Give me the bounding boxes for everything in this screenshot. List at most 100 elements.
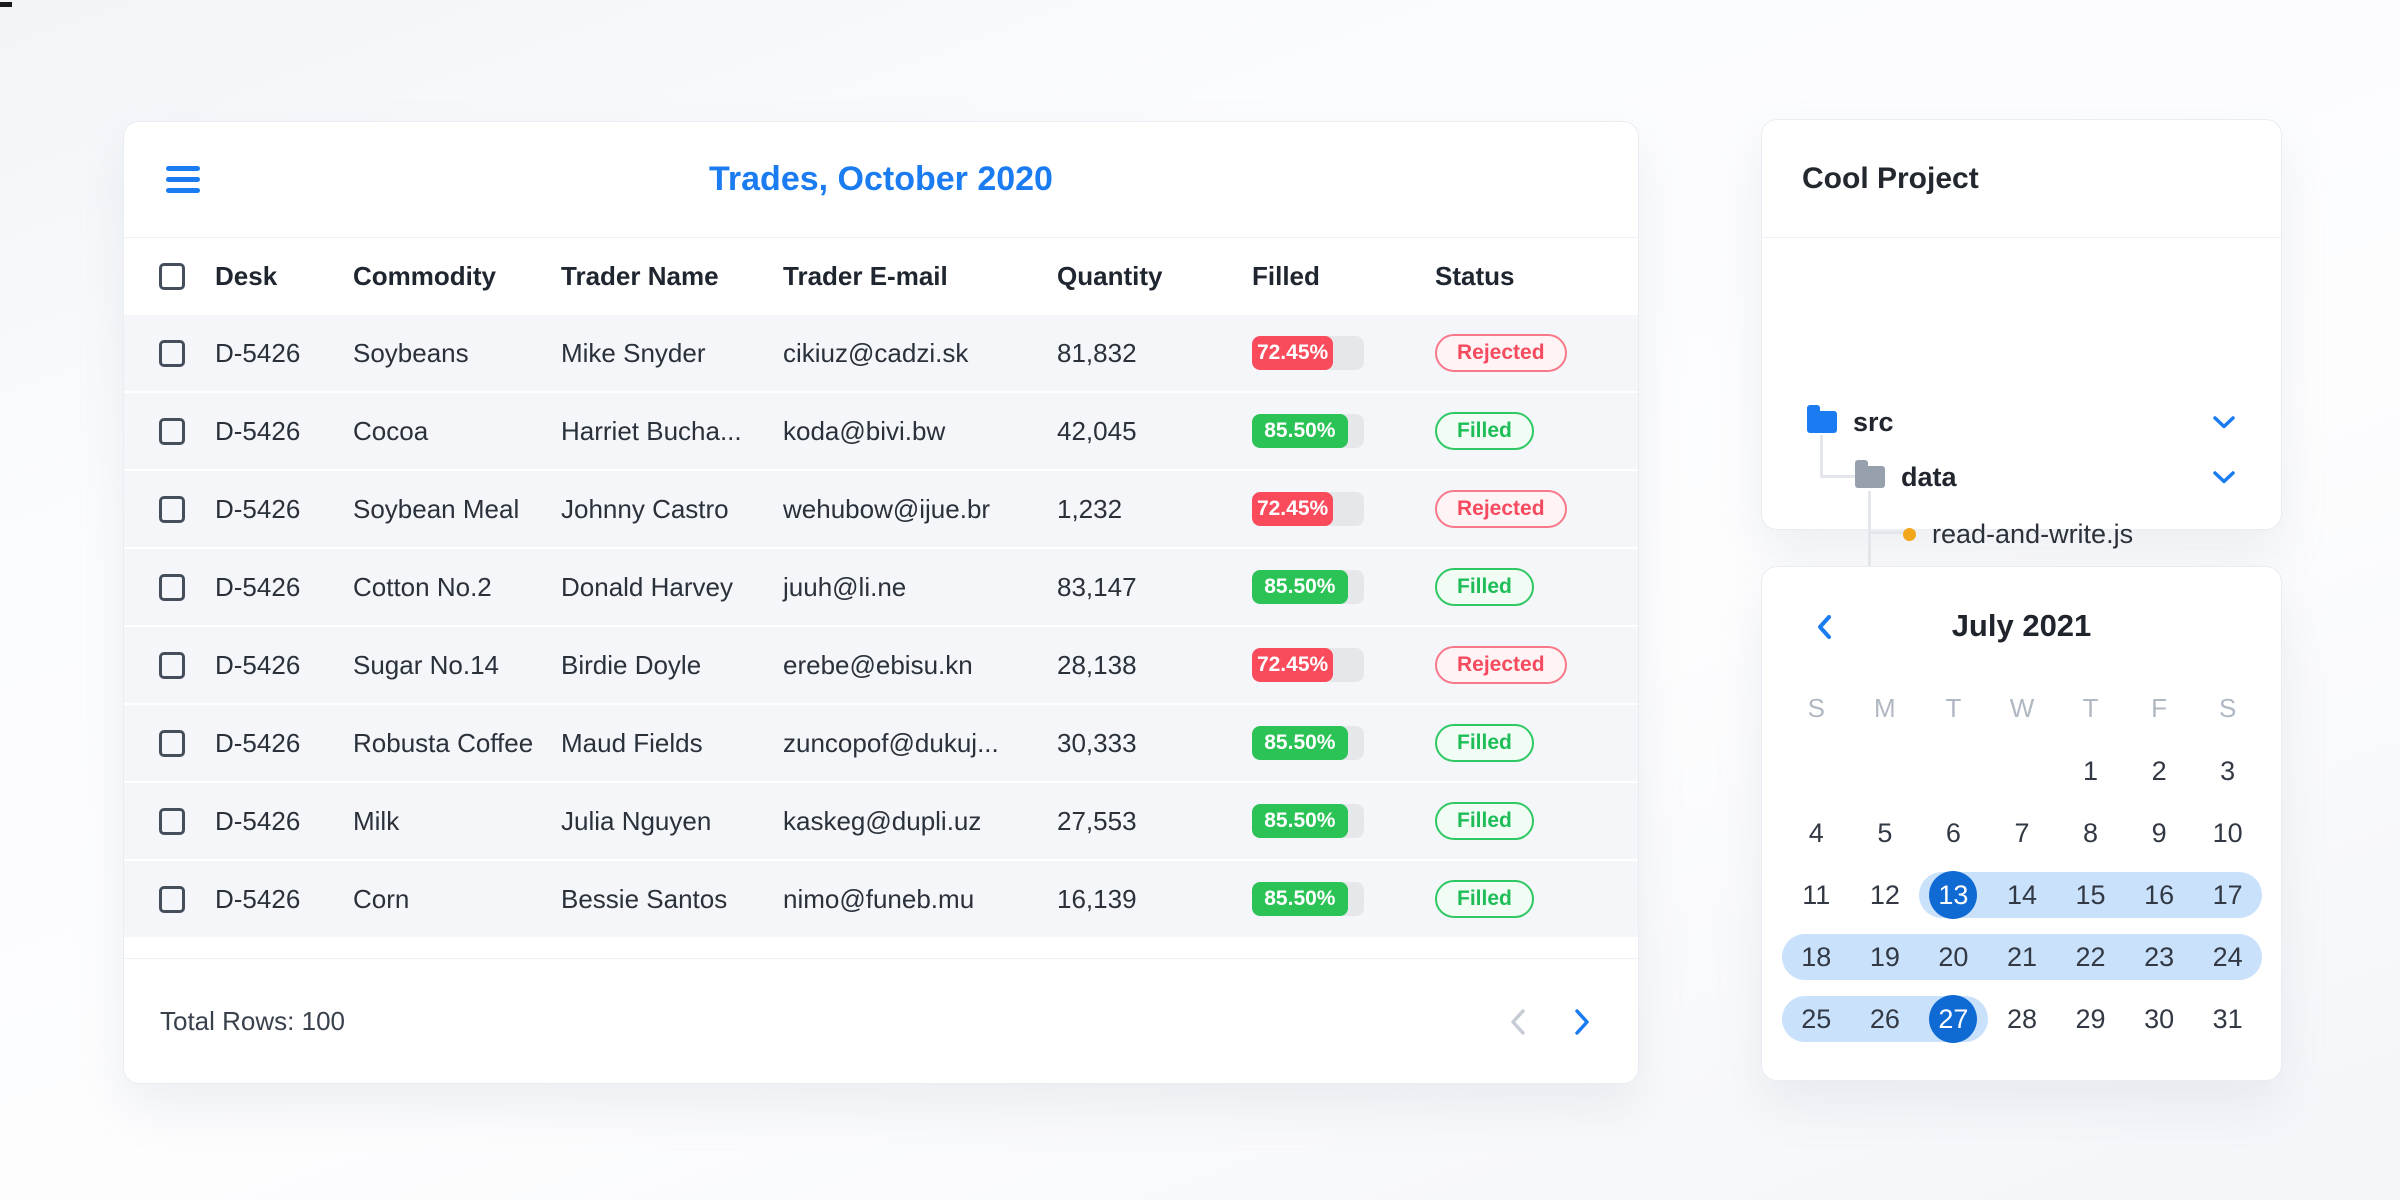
day-cell-19[interactable]: 19 [1850,934,1920,980]
status-badge: Rejected [1435,490,1567,528]
row-checkbox-cell [159,495,215,523]
table-row[interactable]: D-5426 Milk Julia Nguyen kaskeg@dupli.uz 27,… [124,783,1638,861]
day-cell-3[interactable]: 3 [2193,748,2262,794]
day-number: 21 [2006,941,2037,972]
day-cell-10[interactable]: 10 [2193,810,2262,856]
day-cell-23[interactable]: 23 [2124,934,2194,980]
status-cell: Rejected [1435,334,1638,372]
row-checkbox-cell [159,339,215,367]
quantity-cell: 27,553 [1057,805,1137,836]
folder-label: data [1901,461,1957,492]
row-checkbox[interactable] [159,417,185,445]
day-cell-1[interactable]: 1 [2056,748,2125,794]
day-cell-8[interactable]: 8 [2056,810,2125,856]
trader-name-cell: Harriet Bucha... [561,415,742,446]
trader-email-cell: zuncopof@dukuj... [783,727,999,758]
fill-progress-bar: 85.50% [1252,414,1364,448]
day-cell-27[interactable]: 27 [1919,995,1988,1043]
tree-item-read-and-write-js[interactable]: read-and-write.js [1903,510,2133,558]
row-checkbox[interactable] [159,339,185,367]
tree-item-src[interactable]: src [1807,398,1894,446]
day-cell-22[interactable]: 22 [2056,934,2125,980]
trader-email-cell: cikiuz@cadzi.sk [783,337,969,368]
day-cell-25[interactable]: 25 [1782,996,1851,1042]
hamburger-menu-icon[interactable] [166,166,200,193]
column-header-status: Status [1435,261,1515,291]
chevron-down-icon [2213,415,2235,428]
day-cell-26[interactable]: 26 [1850,996,1920,1042]
day-cell-28[interactable]: 28 [1988,996,2057,1042]
status-badge: Filled [1435,724,1534,762]
day-number: 24 [2212,941,2243,972]
day-cell-6[interactable]: 6 [1919,810,1988,856]
status-cell: Rejected [1435,646,1638,684]
day-cell-16[interactable]: 16 [2124,872,2194,918]
empty-day-cell [1919,748,1988,794]
day-number: 5 [1877,817,1893,848]
table-row[interactable]: D-5426 Cocoa Harriet Bucha... koda@bivi.bw 4… [124,393,1638,471]
fill-progress-value: 72.45% [1252,336,1334,370]
day-cell-9[interactable]: 9 [2125,810,2194,856]
collapse-src-button[interactable] [2213,414,2237,430]
table-row[interactable]: D-5426 Cotton No.2 Donald Harvey juuh@li.ne… [124,549,1638,627]
day-cell-11[interactable]: 11 [1782,872,1851,918]
day-cell-12[interactable]: 12 [1851,872,1920,918]
day-cell-31[interactable]: 31 [2193,996,2262,1042]
table-row[interactable]: D-5426 Soybeans Mike Snyder cikiuz@cadzi.sk… [124,315,1638,393]
day-cell-29[interactable]: 29 [2056,996,2125,1042]
trader-name-cell: Donald Harvey [561,571,733,602]
fill-progress-bar: 72.45% [1252,492,1364,526]
day-cell-30[interactable]: 30 [2125,996,2194,1042]
trader-email-cell: wehubow@ijue.br [783,493,991,524]
row-checkbox[interactable] [159,807,185,835]
select-all-checkbox[interactable] [159,263,185,290]
previous-month-button[interactable] [1806,609,1842,645]
day-cell-2[interactable]: 2 [2125,748,2194,794]
calendar-month-title: July 2021 [1951,608,2092,643]
table-row[interactable]: D-5426 Soybean Meal Johnny Castro wehubow@i… [124,471,1638,549]
column-header-filled: Filled [1252,261,1320,291]
file-bullet-icon [1903,527,1916,541]
collapse-data-button[interactable] [2213,469,2237,485]
tree-item-data[interactable]: data [1855,453,1957,501]
filled-cell: 72.45% [1252,336,1435,370]
quantity-cell: 42,045 [1057,415,1137,446]
day-cell-24[interactable]: 24 [2193,934,2262,980]
tree-connector [1820,475,1856,478]
day-cell-15[interactable]: 15 [2056,872,2125,918]
day-cell-18[interactable]: 18 [1782,934,1851,980]
day-cell-13[interactable]: 13 [1919,871,1988,919]
desk-cell: D-5426 [215,337,301,368]
row-checkbox[interactable] [159,651,185,679]
day-number: 17 [2212,879,2243,910]
row-checkbox[interactable] [159,729,185,757]
day-cell-14[interactable]: 14 [1987,872,2057,918]
fill-progress-value: 85.50% [1252,414,1348,448]
desk-cell: D-5426 [215,493,301,524]
table-row[interactable]: D-5426 Sugar No.14 Birdie Doyle erebe@ebisu… [124,627,1638,705]
day-cell-5[interactable]: 5 [1851,810,1920,856]
day-cell-20[interactable]: 20 [1919,934,1988,980]
day-cell-21[interactable]: 21 [1987,934,2057,980]
row-checkbox[interactable] [159,885,185,913]
tree-connector [1868,531,1909,534]
calendar-grid: 1 2 3 4 5 6 7 8 9 10 11 12 13 14 15 16 17 18 19 20 21 22 23 24 2… [1782,740,2262,1050]
table-row[interactable]: D-5426 Corn Bessie Santos nimo@funeb.mu 16,1… [124,861,1638,939]
commodity-cell: Cotton No.2 [353,571,492,602]
quantity-cell: 1,232 [1057,493,1123,524]
day-cell-4[interactable]: 4 [1782,810,1851,856]
previous-page-button[interactable] [1500,1004,1536,1040]
table-row[interactable]: D-5426 Robusta Coffee Maud Fields zuncopof@… [124,705,1638,783]
trader-email-cell: erebe@ebisu.kn [783,649,973,680]
row-checkbox[interactable] [159,573,185,601]
column-header-commodity: Commodity [353,261,496,291]
filled-cell: 72.45% [1252,492,1435,526]
day-cell-7[interactable]: 7 [1988,810,2057,856]
status-cell: Filled [1435,412,1638,450]
row-checkbox[interactable] [159,495,185,523]
calendar-header: July 2021 [1762,567,2281,685]
next-page-button[interactable] [1564,1004,1600,1040]
day-cell-17[interactable]: 17 [2193,872,2262,918]
